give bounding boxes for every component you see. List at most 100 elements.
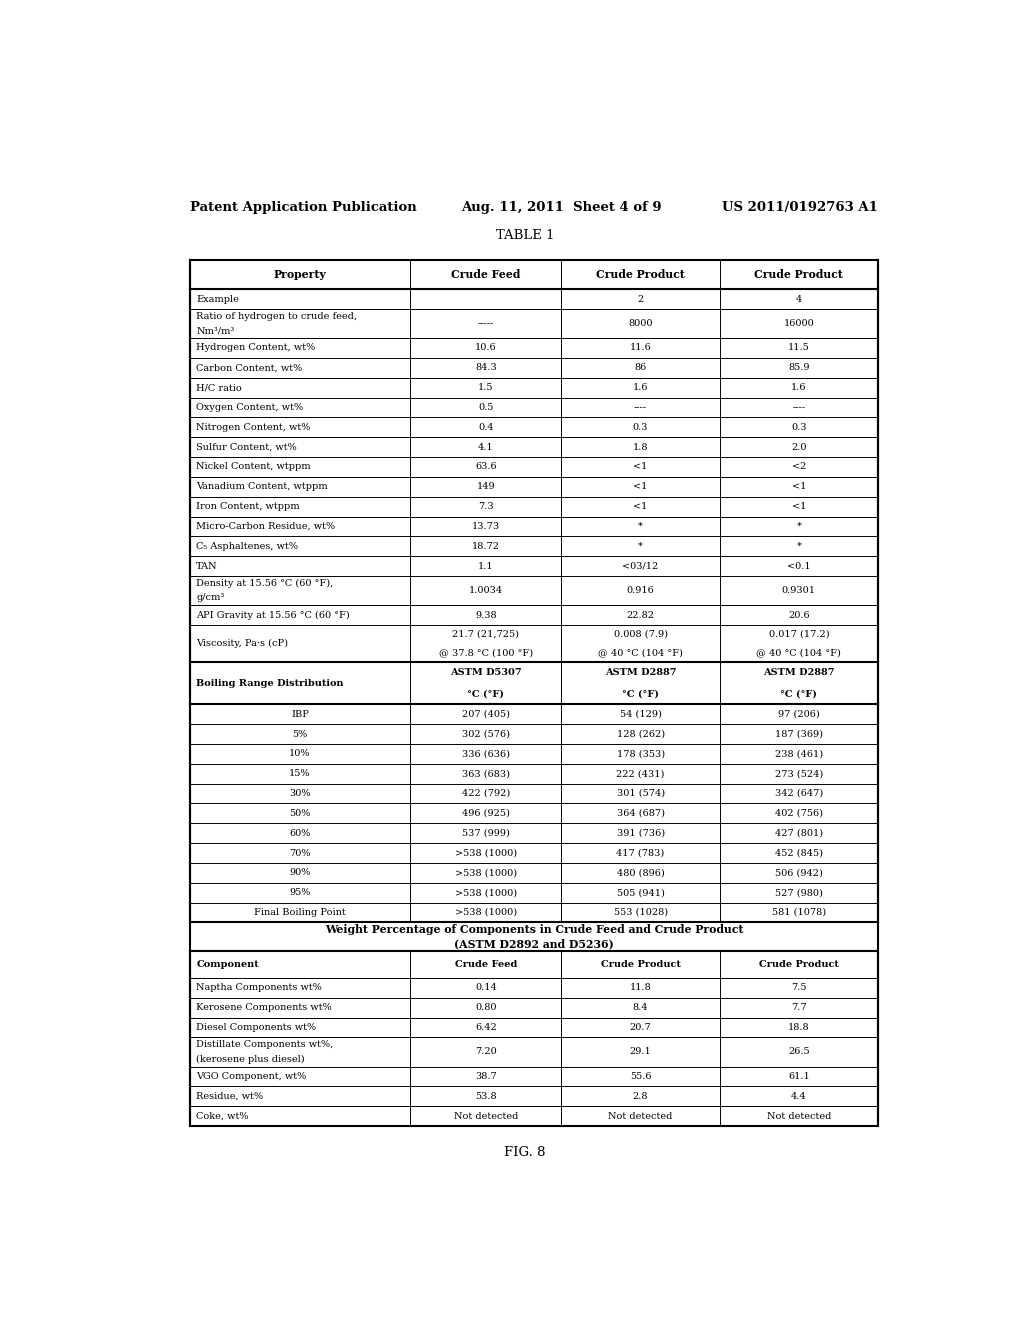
Text: <1: <1 [634,502,648,511]
Text: °C (°F): °C (°F) [623,689,659,698]
Text: 11.6: 11.6 [630,343,651,352]
Text: 7.7: 7.7 [791,1003,807,1012]
Text: 391 (736): 391 (736) [616,829,665,838]
Text: 149: 149 [476,482,495,491]
Text: 7.5: 7.5 [792,983,807,993]
Text: US 2011/0192763 A1: US 2011/0192763 A1 [722,201,878,214]
Text: 9.38: 9.38 [475,611,497,619]
Text: Crude Product: Crude Product [601,960,681,969]
Text: Nitrogen Content, wt%: Nitrogen Content, wt% [197,422,310,432]
Text: 8000: 8000 [629,319,653,327]
Text: 53.8: 53.8 [475,1092,497,1101]
Text: 13.73: 13.73 [472,521,500,531]
Text: 21.7 (21,725): 21.7 (21,725) [453,630,519,639]
Text: 0.017 (17.2): 0.017 (17.2) [769,630,829,639]
Text: 553 (1028): 553 (1028) [613,908,668,917]
Text: 0.008 (7.9): 0.008 (7.9) [613,630,668,639]
Text: 26.5: 26.5 [788,1048,810,1056]
Text: <1: <1 [792,482,806,491]
Text: 38.7: 38.7 [475,1072,497,1081]
Text: 11.5: 11.5 [787,343,810,352]
Text: 402 (756): 402 (756) [775,809,823,818]
Text: 222 (431): 222 (431) [616,770,665,779]
Text: Nm³/m³: Nm³/m³ [197,326,234,335]
Text: Crude Product: Crude Product [755,269,843,280]
Text: 342 (647): 342 (647) [775,789,823,799]
Text: 15%: 15% [289,770,310,779]
Text: 238 (461): 238 (461) [775,750,823,759]
Text: 505 (941): 505 (941) [616,888,665,898]
Text: 0.5: 0.5 [478,403,494,412]
Text: 417 (783): 417 (783) [616,849,665,858]
Text: >538 (1000): >538 (1000) [455,888,517,898]
Text: Micro-Carbon Residue, wt%: Micro-Carbon Residue, wt% [197,521,336,531]
Text: <03/12: <03/12 [623,561,658,570]
Text: 55.6: 55.6 [630,1072,651,1081]
Text: 0.4: 0.4 [478,422,494,432]
Text: (ASTM D2892 and D5236): (ASTM D2892 and D5236) [454,939,613,949]
Text: Not detected: Not detected [454,1111,518,1121]
Text: 8.4: 8.4 [633,1003,648,1012]
Text: 70%: 70% [289,849,310,858]
Text: 2.8: 2.8 [633,1092,648,1101]
Text: 363 (683): 363 (683) [462,770,510,779]
Text: Sulfur Content, wt%: Sulfur Content, wt% [197,442,297,451]
Text: Hydrogen Content, wt%: Hydrogen Content, wt% [197,343,315,352]
Text: Final Boiling Point: Final Boiling Point [254,908,346,917]
Text: 22.82: 22.82 [627,611,654,619]
Text: *: * [797,541,801,550]
Text: 178 (353): 178 (353) [616,750,665,759]
Text: Naptha Components wt%: Naptha Components wt% [197,983,323,993]
Text: 7.20: 7.20 [475,1048,497,1056]
Text: 4.1: 4.1 [478,442,494,451]
Text: Not detected: Not detected [767,1111,831,1121]
Text: °C (°F): °C (°F) [780,689,817,698]
Text: 11.8: 11.8 [630,983,651,993]
Text: 207 (405): 207 (405) [462,710,510,718]
Text: 90%: 90% [290,869,310,878]
Text: 29.1: 29.1 [630,1048,651,1056]
Text: 537 (999): 537 (999) [462,829,510,838]
Text: Crude Product: Crude Product [596,269,685,280]
Text: 0.3: 0.3 [792,422,807,432]
Text: Crude Feed: Crude Feed [455,960,517,969]
Text: 63.6: 63.6 [475,462,497,471]
Text: Carbon Content, wt%: Carbon Content, wt% [197,363,302,372]
Text: 86: 86 [635,363,647,372]
Text: Iron Content, wtppm: Iron Content, wtppm [197,502,300,511]
Text: 2.0: 2.0 [792,442,807,451]
Text: Weight Percentage of Components in Crude Feed and Crude Product: Weight Percentage of Components in Crude… [325,924,743,935]
Text: Oxygen Content, wt%: Oxygen Content, wt% [197,403,303,412]
Text: 301 (574): 301 (574) [616,789,665,799]
Text: *: * [638,521,643,531]
Text: -----: ----- [477,319,494,327]
Text: <2: <2 [792,462,806,471]
Text: 30%: 30% [289,789,310,799]
Text: >538 (1000): >538 (1000) [455,869,517,878]
Text: H/C ratio: H/C ratio [197,383,242,392]
Text: Nickel Content, wtppm: Nickel Content, wtppm [197,462,311,471]
Text: IBP: IBP [291,710,309,718]
Text: Kerosene Components wt%: Kerosene Components wt% [197,1003,332,1012]
Text: 7.3: 7.3 [478,502,494,511]
Text: 20.6: 20.6 [788,611,810,619]
Text: 1.6: 1.6 [633,383,648,392]
Text: C₅ Asphaltenes, wt%: C₅ Asphaltenes, wt% [197,541,298,550]
Text: Example: Example [197,294,240,304]
Text: 480 (896): 480 (896) [616,869,665,878]
Text: Component: Component [197,960,259,969]
Text: Not detected: Not detected [608,1111,673,1121]
Text: 1.5: 1.5 [478,383,494,392]
Text: >538 (1000): >538 (1000) [455,908,517,917]
Text: Crude Feed: Crude Feed [452,269,520,280]
Text: 1.0034: 1.0034 [469,586,503,595]
Text: ASTM D5307: ASTM D5307 [450,668,521,677]
Text: ASTM D2887: ASTM D2887 [605,668,676,677]
Text: 4.4: 4.4 [791,1092,807,1101]
Text: ASTM D2887: ASTM D2887 [763,668,835,677]
Text: 452 (845): 452 (845) [775,849,823,858]
Text: 16000: 16000 [783,319,814,327]
Text: 496 (925): 496 (925) [462,809,510,818]
Text: 506 (942): 506 (942) [775,869,822,878]
Text: <1: <1 [634,482,648,491]
